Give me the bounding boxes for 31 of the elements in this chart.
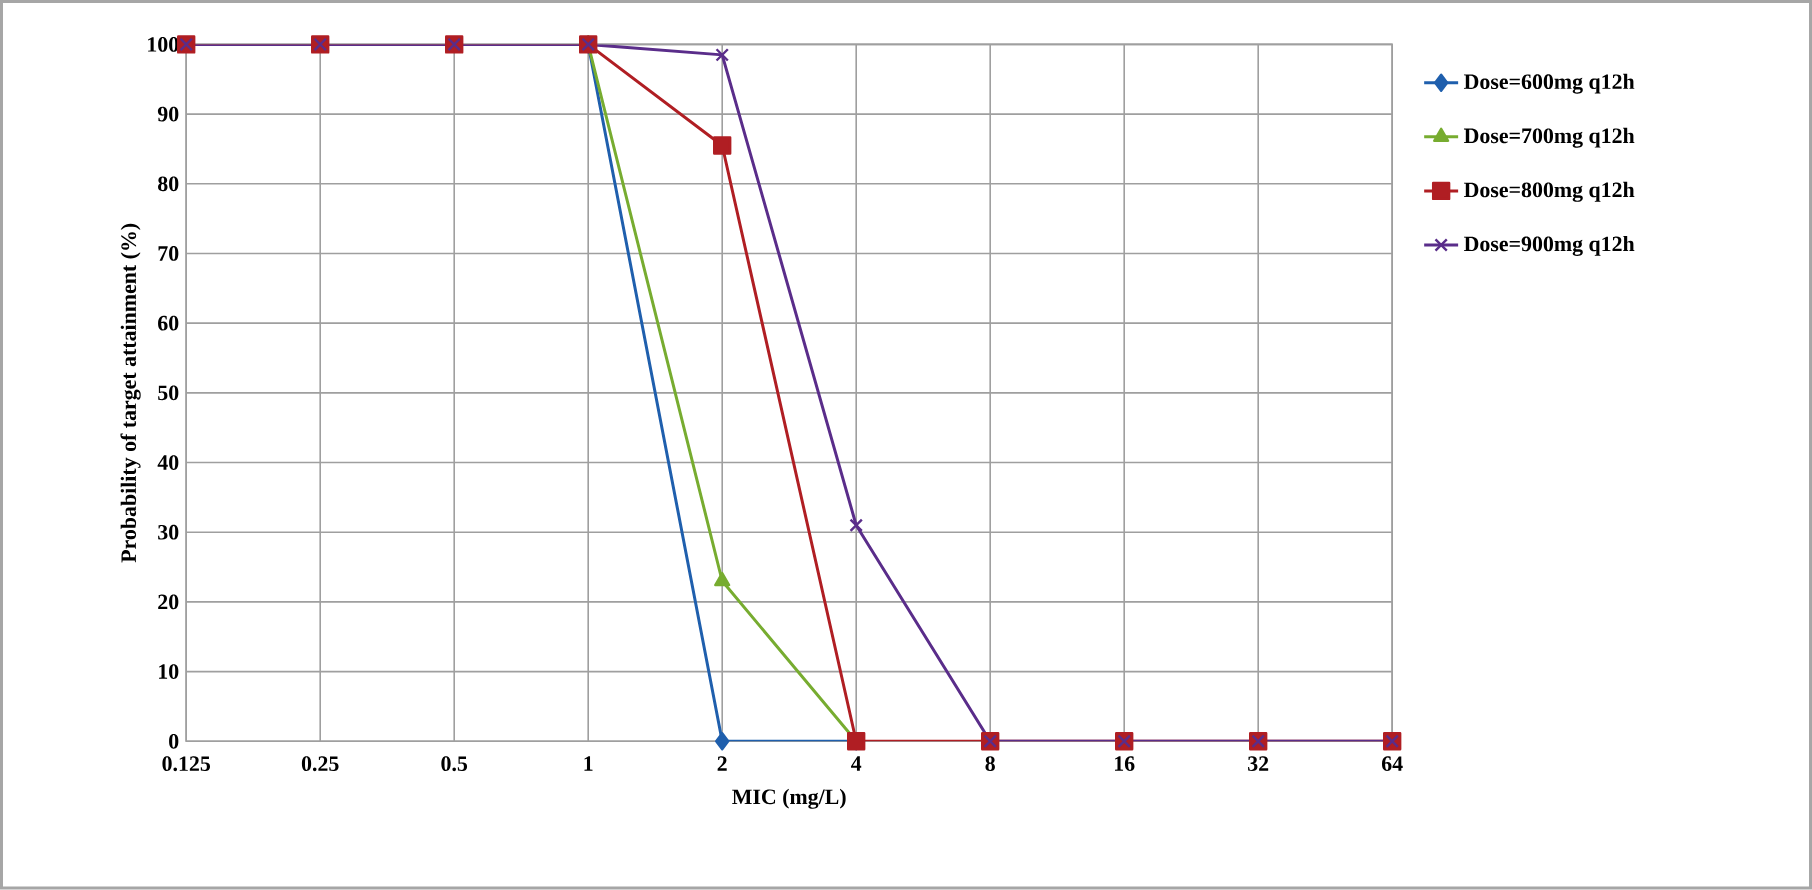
- y-axis-title: Probability of target attainment (%): [120, 224, 141, 563]
- x-tick-label: 0.25: [301, 756, 339, 772]
- x-tick-label: 8: [985, 756, 995, 772]
- x-tick-label: 0.125: [162, 756, 211, 772]
- y-tick-label: 20: [158, 594, 179, 610]
- x-tick-label: 4: [851, 756, 862, 771]
- y-tick-label: 100: [148, 37, 179, 53]
- point: [713, 136, 732, 155]
- x-tick-label: 2: [717, 756, 727, 771]
- point: [849, 518, 864, 533]
- x-axis-title: MIC (mg/L): [732, 789, 846, 810]
- legend-label: Dose=700mg q12h: [1463, 128, 1635, 149]
- x-tick-label: 32: [1248, 756, 1269, 772]
- y-tick-label: 90: [157, 106, 179, 122]
- y-tick-label: 10: [159, 664, 179, 680]
- x-tick-label: 16: [1114, 756, 1135, 772]
- point: [715, 732, 730, 751]
- x-tick-label: 0.5: [441, 756, 468, 772]
- y-tick-label: 0: [169, 734, 179, 749]
- x-tick-label: 1: [584, 756, 593, 771]
- legend-label: Dose=900mg q12h: [1463, 236, 1635, 257]
- point: [715, 48, 730, 62]
- y-tick-label: 30: [158, 525, 179, 540]
- y-tick-label: 70: [158, 246, 179, 262]
- y-tick-label: 60: [158, 316, 179, 331]
- legend-label: Dose=800mg q12h: [1463, 182, 1635, 203]
- y-tick-label: 50: [158, 385, 179, 401]
- y-tick-label: 80: [158, 176, 179, 192]
- legend-label: Dose=600mg q12h: [1463, 73, 1635, 94]
- y-tick-label: 40: [157, 455, 179, 471]
- x-tick-label: 64: [1381, 756, 1403, 772]
